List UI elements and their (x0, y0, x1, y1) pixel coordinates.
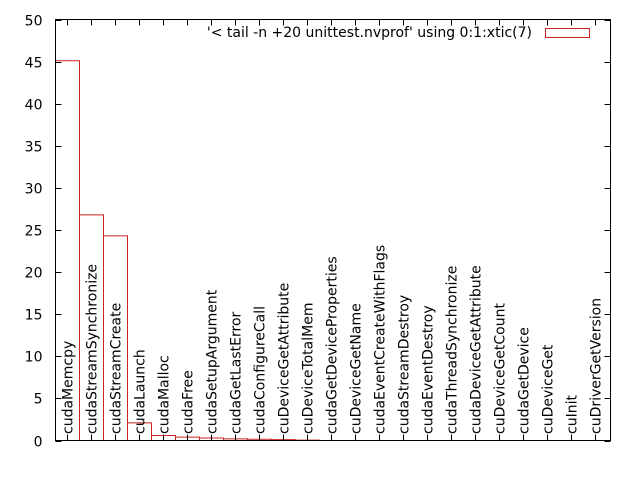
y-tick-label: 0 (34, 435, 43, 451)
x-tick-label: cudaEventCreateWithFlags (373, 245, 389, 434)
x-tick-labels-layer: cudaMemcpy cudaStreamSynchronize cudaStrea… (61, 245, 605, 434)
y-tick-labels-layer: 0 5 10 15 20 25 30 35 40 45 50 (25, 14, 43, 451)
x-tick-label: cuInit (565, 395, 581, 434)
x-tick-label: cudaConfigureCall (253, 306, 269, 434)
bar (127, 422, 152, 441)
x-tick-label: cudaGetDevice (517, 327, 533, 434)
plot-border (55, 19, 611, 441)
y-tick-label: 20 (25, 266, 43, 282)
x-tick-label: cudaThreadSynchronize (445, 266, 461, 434)
x-tick-label: cudaEventDestroy (421, 305, 437, 434)
y-tick-label: 35 (25, 140, 43, 156)
y-tick-label: 40 (25, 98, 43, 114)
x-tick-label: cudaGetDeviceProperties (325, 256, 341, 434)
legend-label: '< tail -n +20 unittest.nvprof' using 0:… (207, 25, 532, 41)
y-tick-label: 50 (25, 14, 43, 30)
y-tick-label: 15 (25, 308, 43, 324)
x-tick-label: cudaDeviceGetAttribute (469, 265, 485, 434)
y-tick-label: 25 (25, 224, 43, 240)
x-tick-label: cuDeviceGetCount (493, 303, 509, 434)
x-tick-label: cudaGetLastError (229, 311, 245, 434)
x-tick-label: cuDeviceGetName (349, 303, 365, 434)
y-tick-label: 5 (34, 392, 43, 408)
legend-swatch (545, 28, 590, 38)
x-tick-label: cudaStreamSynchronize (85, 264, 101, 434)
x-tick-label: cuDeviceGet (541, 344, 557, 434)
x-tick-label: cuDeviceGetAttribute (277, 283, 293, 434)
x-tick-label: cudaStreamDestroy (397, 295, 413, 434)
y-tick-label: 45 (25, 56, 43, 72)
axis-ticks-layer (55, 19, 611, 442)
x-tick-label: cudaMemcpy (61, 341, 77, 434)
x-tick-label: cuDriverGetVersion (589, 298, 605, 434)
x-tick-label: cudaMalloc (157, 355, 173, 434)
legend: '< tail -n +20 unittest.nvprof' using 0:… (207, 25, 590, 41)
x-tick-label: cudaStreamCreate (109, 303, 125, 434)
y-tick-label: 10 (25, 350, 43, 366)
x-tick-label: cuDeviceTotalMem (301, 303, 317, 434)
y-tick-label: 30 (25, 182, 43, 198)
bar (103, 235, 128, 441)
x-tick-label: cudaSetupArgument (205, 289, 221, 434)
x-tick-label: cudaFree (181, 370, 197, 434)
x-tick-label: cudaLaunch (133, 349, 149, 434)
